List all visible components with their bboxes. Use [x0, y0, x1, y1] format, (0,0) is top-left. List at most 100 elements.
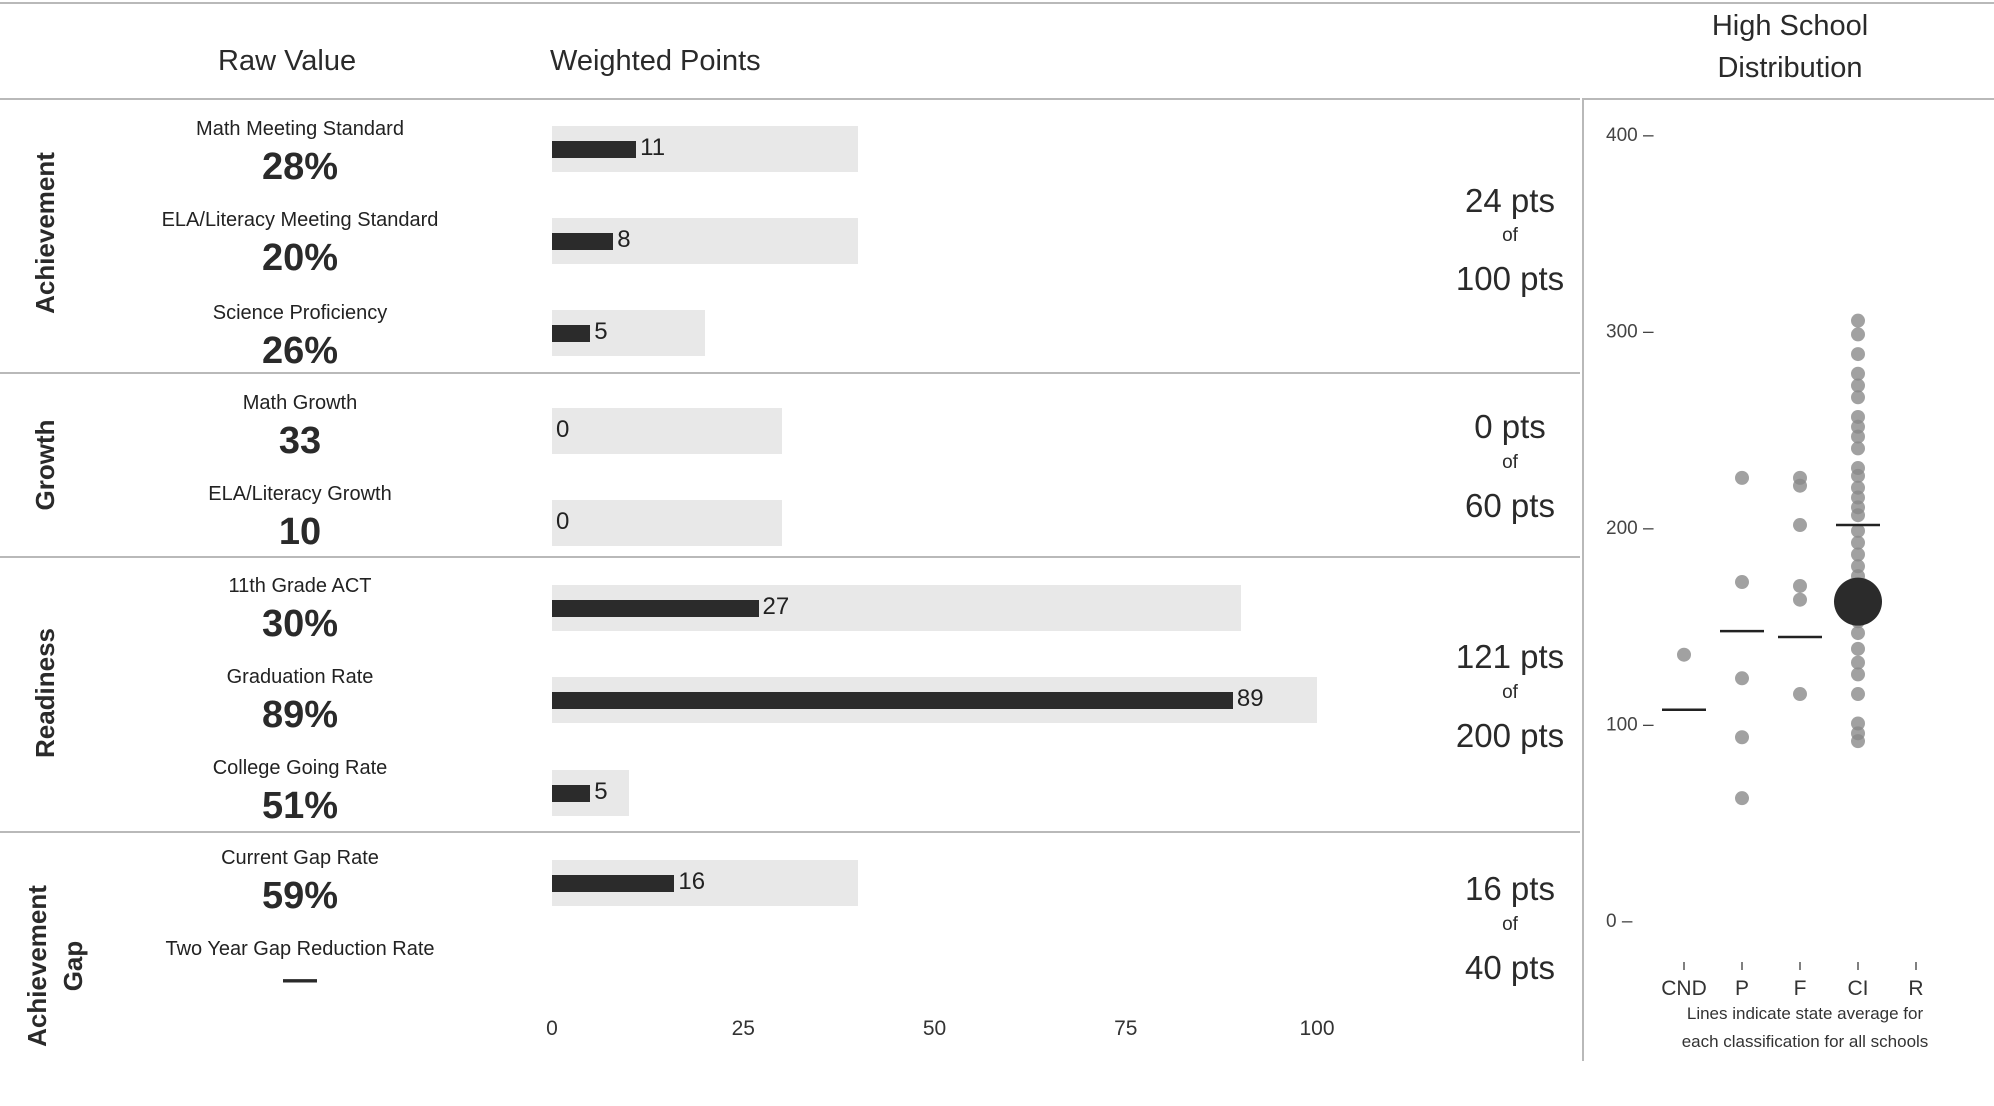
school-dot: [1851, 716, 1865, 731]
metric-value: 20%: [261, 237, 339, 279]
section-label-readiness: Readiness: [30, 627, 60, 759]
bar-value-label: 27: [762, 593, 790, 620]
section-rule: [0, 372, 1580, 374]
section-label-achievement-gap: Achievement Gap: [19, 826, 91, 1106]
bar-value-label: 16: [678, 868, 706, 895]
x-tick-label: 25: [731, 1017, 755, 1040]
points-of: of: [1502, 225, 1518, 246]
points-of: of: [1502, 682, 1518, 703]
bar: [552, 141, 637, 158]
school-dot: [1735, 730, 1749, 745]
metric-value: 33: [278, 420, 322, 462]
school-dot: [1851, 667, 1865, 682]
top-rule: [0, 2, 1994, 4]
school-dot: [1851, 441, 1865, 456]
points-possible: 100 pts: [1455, 260, 1565, 297]
school-dot: [1793, 478, 1807, 493]
bar-track: [552, 408, 782, 454]
school-dot: [1851, 655, 1865, 670]
distribution-panel-border: [1582, 98, 1584, 1061]
school-dot: [1793, 578, 1807, 593]
distribution-header-rule: [1582, 98, 1994, 100]
school-dot: [1793, 592, 1807, 607]
school-dot: [1851, 535, 1865, 550]
metric-name: Two Year Gap Reduction Rate: [165, 938, 435, 960]
points-possible: 200 pts: [1455, 717, 1565, 754]
category-label: P: [1735, 977, 1749, 1000]
school-dot: [1735, 791, 1749, 806]
school-dot: [1851, 419, 1865, 434]
school-dot: [1851, 390, 1865, 405]
bar-track: [552, 500, 782, 546]
section-label-achievement: Achievement: [30, 152, 60, 314]
points-possible: 60 pts: [1465, 487, 1555, 524]
points-possible: 40 pts: [1465, 949, 1555, 986]
bar: [552, 233, 614, 250]
metric-name: Science Proficiency: [212, 302, 388, 324]
points-earned: 0 pts: [1474, 408, 1546, 445]
header-rule: [0, 98, 1580, 100]
points-earned: 24 pts: [1465, 182, 1555, 219]
points-of: of: [1502, 452, 1518, 473]
section-label-line: Gap: [58, 940, 88, 992]
metric-name: ELA/Literacy Growth: [208, 483, 392, 505]
bar: [552, 692, 1233, 709]
metric-value: 10: [278, 511, 322, 553]
school-dot: [1851, 347, 1865, 362]
school-dot: [1851, 547, 1865, 562]
y-tick-label: 100 –: [1606, 715, 1654, 736]
school-dot: [1793, 518, 1807, 533]
y-tick-label: 400 –: [1606, 125, 1654, 146]
bar: [552, 600, 759, 617]
school-dot: [1851, 429, 1865, 444]
school-dot: [1851, 378, 1865, 393]
school-dot: [1851, 366, 1865, 381]
school-dot: [1851, 490, 1865, 505]
caption-line: Lines indicate state average for: [1686, 1004, 1924, 1023]
metric-value: 30%: [261, 603, 339, 645]
caption-line: each classification for all schools: [1681, 1032, 1929, 1051]
bar-value-label: 8: [617, 226, 631, 253]
metric-value: 28%: [261, 146, 339, 188]
section-label-growth: Growth: [30, 419, 60, 511]
y-tick-label: 200 –: [1606, 518, 1654, 539]
raw-value-header: Raw Value: [218, 45, 357, 77]
distribution-scatter: 0 – 100 – 200 – 300 – 400 – CND P F CI R: [1606, 125, 1924, 1000]
metric-value: —: [283, 960, 317, 998]
metric-value: 89%: [261, 694, 339, 736]
points-earned: 16 pts: [1465, 870, 1555, 907]
category-label: F: [1794, 977, 1807, 1000]
section-rule: [0, 556, 1580, 558]
distribution-title-line: Distribution: [1717, 52, 1863, 84]
metric-name: 11th Grade ACT: [228, 575, 372, 597]
category-label: R: [1908, 977, 1923, 1000]
metric-name: College Going Rate: [212, 757, 388, 779]
metric-value: 26%: [261, 330, 339, 372]
metric-value: 59%: [261, 875, 339, 917]
points-earned: 121 pts: [1455, 638, 1565, 675]
school-dot: [1851, 641, 1865, 656]
school-dot: [1851, 523, 1865, 538]
distribution-title: High School Distribution: [1640, 5, 1940, 89]
school-dot: [1793, 687, 1807, 702]
bar-value-label: 89: [1236, 685, 1264, 712]
school-dot: [1735, 470, 1749, 485]
x-tick-label: 50: [922, 1017, 947, 1040]
category-label: CI: [1848, 977, 1869, 1000]
points-of: of: [1502, 914, 1518, 935]
metric-name: Math Meeting Standard: [196, 118, 404, 140]
distribution-title-line: High School: [1711, 10, 1869, 42]
school-dot: [1851, 734, 1865, 749]
school-dot: [1735, 671, 1749, 686]
category-label: CND: [1661, 977, 1707, 1000]
metric-name: Current Gap Rate: [221, 847, 379, 869]
x-tick-label: 0: [546, 1017, 558, 1040]
school-dot: [1851, 508, 1865, 523]
metric-name: ELA/Literacy Meeting Standard: [161, 209, 439, 231]
bar-value-label: 0: [556, 508, 570, 535]
school-dot: [1851, 559, 1865, 574]
x-tick-label: 100: [1299, 1017, 1335, 1040]
school-dot: [1851, 313, 1865, 328]
section-rule: [0, 831, 1580, 833]
bar: [552, 875, 675, 892]
